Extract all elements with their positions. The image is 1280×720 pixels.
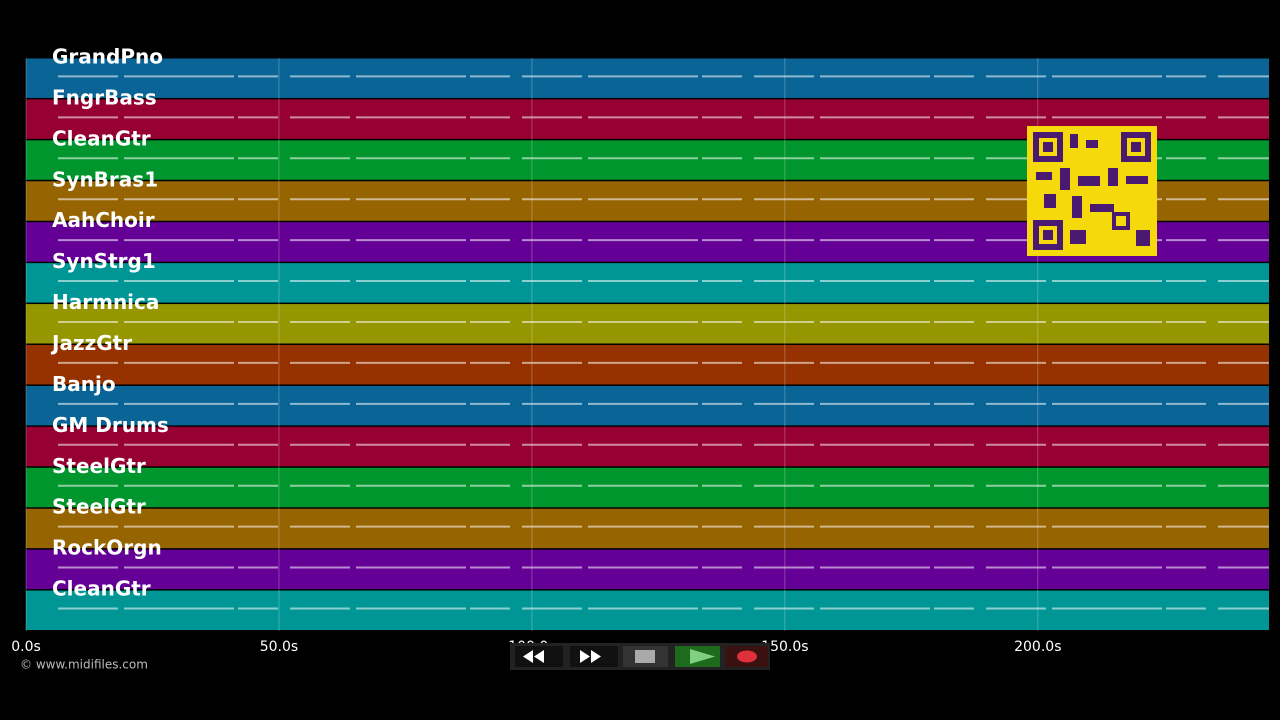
- tick-label: 0.0s: [11, 639, 41, 655]
- track-lane: [26, 58, 1269, 98]
- record-button[interactable]: [726, 646, 768, 667]
- stop-button[interactable]: [623, 646, 668, 667]
- track-name: AahChoir: [52, 208, 155, 232]
- track-name: Harmnica: [52, 290, 159, 314]
- track-name: GM Drums: [52, 413, 169, 437]
- track-name: SteelGtr: [52, 495, 146, 519]
- track-name: GrandPno: [52, 45, 163, 69]
- track-lane: [26, 304, 1269, 344]
- play-button[interactable]: [675, 646, 720, 667]
- track-names: GrandPno FngrBass CleanGtr SynBras1 AahChoir…: [50, 45, 169, 601]
- track-lane: [26, 426, 1269, 467]
- tick-label: 200.0s: [1014, 639, 1061, 655]
- track-lanes: [26, 58, 1269, 630]
- track-lane: [26, 345, 1269, 385]
- track-name: Banjo: [52, 372, 116, 396]
- track-name: FngrBass: [52, 85, 157, 109]
- track-name: CleanGtr: [52, 126, 151, 150]
- track-lane: [26, 263, 1269, 303]
- credit: © www.midifiles.com: [20, 658, 148, 672]
- tick-label: 150.0s: [761, 639, 808, 655]
- track-lane: [26, 549, 1269, 590]
- track-name: SteelGtr: [52, 454, 146, 478]
- qr-code: [1027, 126, 1157, 256]
- track-lane: [26, 385, 1269, 426]
- rewind-button[interactable]: [515, 646, 563, 667]
- tick-label: 50.0s: [260, 639, 298, 655]
- fast-forward-button[interactable]: [570, 646, 618, 667]
- transport-bar: [510, 643, 770, 670]
- track-lane: [26, 508, 1269, 549]
- track-name: SynBras1: [52, 167, 158, 191]
- track-name: JazzGtr: [50, 331, 132, 355]
- track-lane: [26, 467, 1269, 508]
- track-lane: [26, 590, 1269, 630]
- track-name: RockOrgn: [52, 536, 162, 560]
- track-name: CleanGtr: [52, 577, 151, 601]
- track-name: SynStrg1: [52, 249, 156, 273]
